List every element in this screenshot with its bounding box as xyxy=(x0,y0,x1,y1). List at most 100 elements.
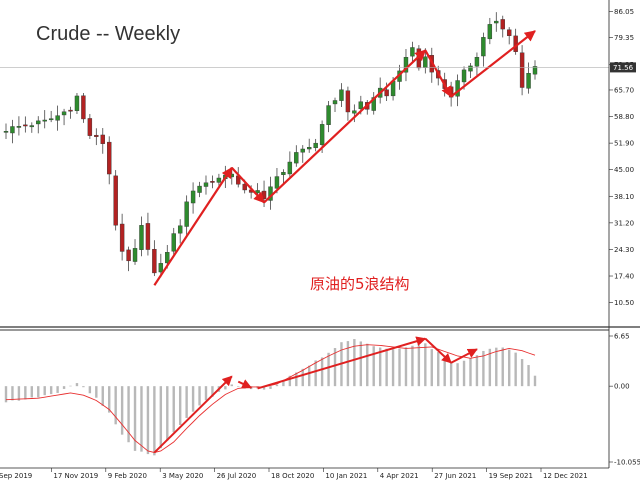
price-candle xyxy=(61,108,67,126)
price-candle xyxy=(81,93,86,123)
wave-arrow xyxy=(230,167,265,204)
price-tick-label: 79.35 xyxy=(614,34,634,42)
time-tick-label: 18 Oct 2020 xyxy=(271,472,314,480)
candle-body xyxy=(352,110,357,114)
candle-body xyxy=(184,201,189,227)
macd-wave-arrows xyxy=(153,336,478,454)
price-tick-label: 58.80 xyxy=(614,113,634,121)
macd-tick-label: 6.65 xyxy=(614,333,630,341)
macd-bar xyxy=(269,386,272,389)
price-candle xyxy=(139,216,144,257)
macd-bar xyxy=(333,348,337,387)
price-tick-label: 38.10 xyxy=(614,193,634,201)
price-candle xyxy=(216,173,222,187)
wave-arrow xyxy=(450,30,536,98)
candle-body xyxy=(158,263,164,273)
candle-body xyxy=(68,109,73,112)
candle-body xyxy=(494,20,499,24)
price-candle xyxy=(48,110,54,123)
candle-body xyxy=(100,134,105,144)
candle-body xyxy=(10,126,15,134)
price-candle xyxy=(126,246,131,272)
macd-bar xyxy=(172,386,175,433)
macd-bar xyxy=(501,347,504,387)
candle-body xyxy=(532,66,538,75)
candle-body xyxy=(332,100,338,105)
macd-bar xyxy=(533,375,537,387)
time-tick-label: 10 Jan 2021 xyxy=(325,472,367,480)
candle-body xyxy=(403,57,409,73)
price-tick-label: 51.90 xyxy=(614,140,634,148)
macd-bar xyxy=(475,355,479,387)
macd-bar xyxy=(469,358,472,387)
price-candle xyxy=(107,136,112,185)
candle-body xyxy=(74,95,80,111)
macd-bar xyxy=(488,348,492,387)
macd-bar xyxy=(417,345,421,387)
macd-bar xyxy=(495,347,498,387)
macd-bar xyxy=(346,341,350,387)
candle-body xyxy=(461,69,467,83)
price-candle xyxy=(10,119,15,144)
candle-body xyxy=(274,176,280,189)
price-candle xyxy=(203,175,209,195)
price-candle xyxy=(16,116,22,136)
macd-tick-label: 0.00 xyxy=(614,383,630,391)
macd-bar xyxy=(224,386,227,390)
price-candle xyxy=(36,116,41,134)
price-candle xyxy=(500,15,505,38)
candle-body xyxy=(384,89,389,97)
wave-arrows xyxy=(153,30,536,286)
price-tick-label: 45.00 xyxy=(614,166,634,174)
price-candle xyxy=(210,175,215,189)
time-tick-label: 27 Jun 2021 xyxy=(434,472,476,480)
macd-bar xyxy=(411,345,414,387)
price-candle xyxy=(313,138,318,152)
candle-body xyxy=(126,249,131,262)
macd-bar xyxy=(282,380,285,387)
macd-bar xyxy=(62,386,66,389)
price-candle xyxy=(29,122,35,133)
price-candle xyxy=(177,219,183,244)
time-tick-label: 12 Dec 2021 xyxy=(543,472,588,480)
macd-bar xyxy=(114,386,117,425)
candle-body xyxy=(468,65,473,72)
candle-body xyxy=(487,24,493,40)
time-tick-label: 26 Jul 2020 xyxy=(217,472,257,480)
price-candle xyxy=(145,212,151,256)
candle-body xyxy=(339,89,344,101)
macd-bar xyxy=(75,383,79,387)
macd-bar xyxy=(198,386,201,406)
candle-body xyxy=(165,252,170,264)
candle-body xyxy=(107,141,112,175)
macd-bar xyxy=(178,386,182,426)
candle-body xyxy=(210,181,215,183)
price-candle xyxy=(332,97,338,113)
macd-bar xyxy=(520,359,524,387)
macd-bar xyxy=(11,386,14,401)
macd-bar xyxy=(430,349,433,387)
macd-bar xyxy=(314,360,317,387)
candle-body xyxy=(307,147,312,150)
candle-body xyxy=(506,29,512,36)
price-candle xyxy=(3,123,9,140)
macd-bar xyxy=(507,349,511,387)
price-candle xyxy=(468,62,473,78)
candle-body xyxy=(345,90,351,113)
candle-body xyxy=(294,152,299,164)
macd-bar xyxy=(482,350,485,387)
candle-body xyxy=(261,190,267,199)
price-candle xyxy=(113,170,118,231)
price-candle xyxy=(307,138,312,153)
macd-bar xyxy=(288,375,292,387)
candle-body xyxy=(177,225,183,234)
macd-bar xyxy=(120,386,124,435)
candle-body xyxy=(410,47,415,57)
candle-body xyxy=(29,125,35,128)
macd-axis-labels: 6.65 0.00 -10.055 xyxy=(609,333,640,467)
price-tick-label: 24.30 xyxy=(614,246,634,254)
price-tick-label: 31.20 xyxy=(614,219,634,227)
macd-bar xyxy=(527,365,530,387)
